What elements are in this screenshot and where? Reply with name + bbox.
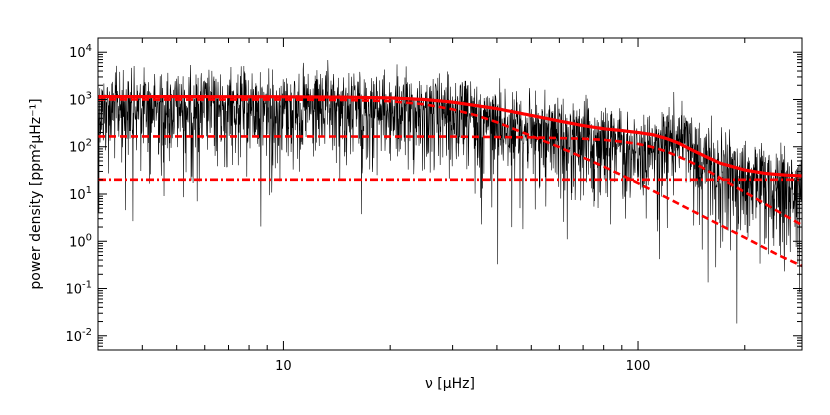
fit-line-2 [97, 98, 803, 268]
y-tick-label: 101 [69, 185, 92, 203]
fit-line-3 [98, 135, 803, 227]
spectrum-line [97, 59, 803, 324]
y-tick-label: 102 [69, 138, 92, 156]
series-layer [97, 95, 803, 268]
y-tick-label: 10-1 [65, 280, 92, 298]
y-tick-label: 10-2 [65, 327, 92, 345]
tick-layer [97, 37, 802, 351]
y-tick-label: 100 [69, 232, 92, 250]
y-tick-label: 103 [69, 90, 92, 108]
fit-line-1 [98, 95, 803, 178]
tick-label-layer: 10 100 10-2 10-1 100 101 102 103 104 [65, 43, 650, 374]
x-tick-label: 10 [275, 359, 292, 374]
y-tick-label: 104 [69, 43, 92, 61]
y-axis-label: power density [ppm²μHz⁻¹] [28, 98, 44, 289]
x-tick-label: 100 [626, 359, 651, 374]
x-axis-label: ν [μHz] [425, 376, 475, 392]
spectrum-noise [97, 59, 803, 324]
